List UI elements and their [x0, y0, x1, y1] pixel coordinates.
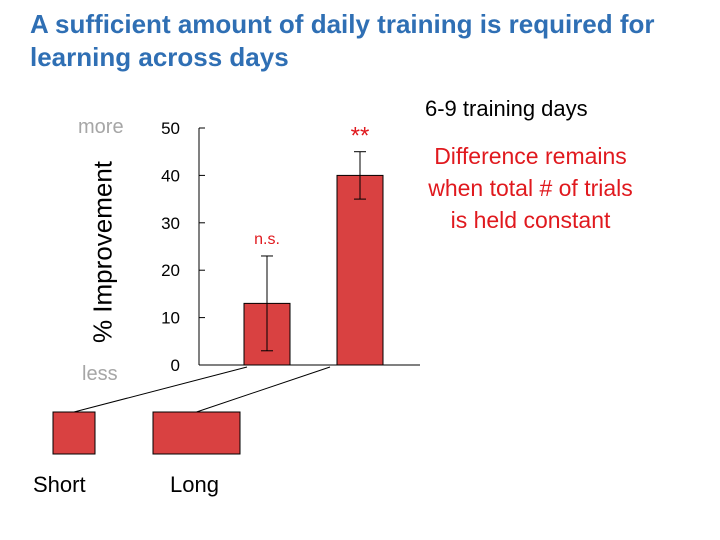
y-tick-label-50: 50	[161, 119, 180, 138]
legend-connector-long	[196, 366, 331, 413]
axis-hint-more: more	[78, 116, 124, 138]
annotation-line-1: Difference remains	[434, 143, 627, 169]
legend-swatch-short	[52, 411, 96, 455]
y-tick-label-10: 10	[161, 309, 180, 328]
annotation-line-2: when total # of trials	[428, 175, 633, 201]
annotation-text: Difference remains when total # of trial…	[398, 140, 663, 236]
y-tick-label-30: 30	[161, 214, 180, 233]
y-tick-label-0: 0	[171, 356, 180, 375]
legend-connector-short	[73, 366, 248, 413]
slide-title: A sufficient amount of daily training is…	[30, 9, 655, 72]
significance-label-short: n.s.	[254, 231, 280, 248]
significance-label-long: **	[351, 123, 370, 150]
axis-hint-less: less	[82, 363, 118, 385]
chart-subtitle: 6-9 training days	[425, 96, 588, 121]
legend-swatch-long	[152, 411, 241, 455]
bar-long	[336, 174, 384, 366]
y-tick-label-40: 40	[161, 166, 180, 185]
annotation-line-3: is held constant	[450, 207, 611, 233]
legend-label-short: Short	[33, 472, 86, 497]
y-tick-label-20: 20	[161, 261, 180, 280]
legend-label-long: Long	[170, 472, 219, 497]
